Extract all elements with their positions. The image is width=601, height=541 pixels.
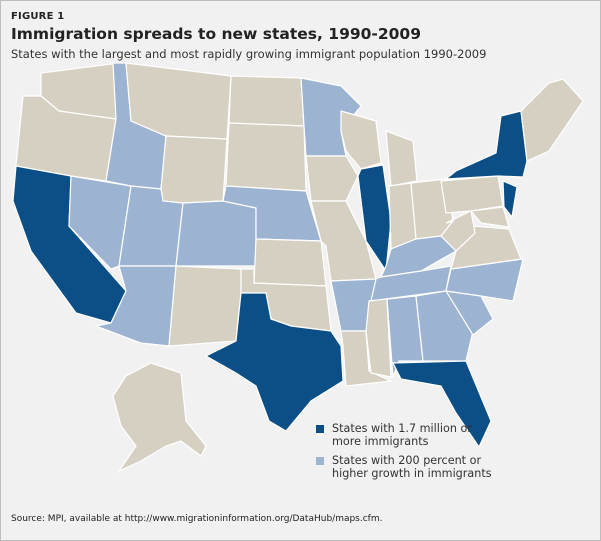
state-AL <box>386 295 424 378</box>
state-FL <box>392 360 492 449</box>
legend-swatch-light <box>316 457 324 465</box>
state-MD <box>469 206 510 228</box>
figure-title: Immigration spreads to new states, 1990-… <box>11 25 421 43</box>
state-MS <box>365 298 392 378</box>
state-IA <box>305 155 359 202</box>
legend-text: States with 1.7 million or more immigran… <box>332 422 472 448</box>
state-MI <box>385 130 418 187</box>
state-KY <box>379 235 457 278</box>
state-NY <box>444 110 528 180</box>
figure-label: FIGURE 1 <box>11 11 65 22</box>
legend-text: States with 200 percent or higher growth… <box>332 454 492 480</box>
state-WY <box>160 135 228 204</box>
state-PA <box>440 175 504 214</box>
state-MN <box>300 77 362 157</box>
source-note: Source: MPI, available at http://www.mig… <box>11 514 383 524</box>
map-legend: States with 1.7 million or more immigran… <box>316 422 502 486</box>
state-new-england <box>520 78 584 162</box>
state-NC <box>445 258 524 302</box>
state-NJ <box>502 180 518 219</box>
state-GA <box>415 290 474 362</box>
legend-item-large: States with 1.7 million or more immigran… <box>316 422 502 448</box>
state-AK <box>112 362 207 473</box>
state-NM <box>168 265 242 347</box>
state-SD <box>225 122 307 192</box>
state-CO <box>175 200 257 267</box>
state-TX <box>204 292 344 432</box>
state-KS <box>253 238 327 287</box>
legend-item-growth: States with 200 percent or higher growth… <box>316 454 502 480</box>
figure-subtitle: States with the largest and most rapidly… <box>11 47 487 61</box>
state-ND <box>228 75 305 127</box>
legend-swatch-dark <box>316 425 324 433</box>
